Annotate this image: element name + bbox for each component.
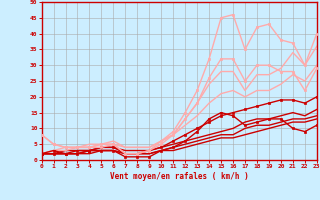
X-axis label: Vent moyen/en rafales ( km/h ): Vent moyen/en rafales ( km/h ) xyxy=(110,172,249,181)
